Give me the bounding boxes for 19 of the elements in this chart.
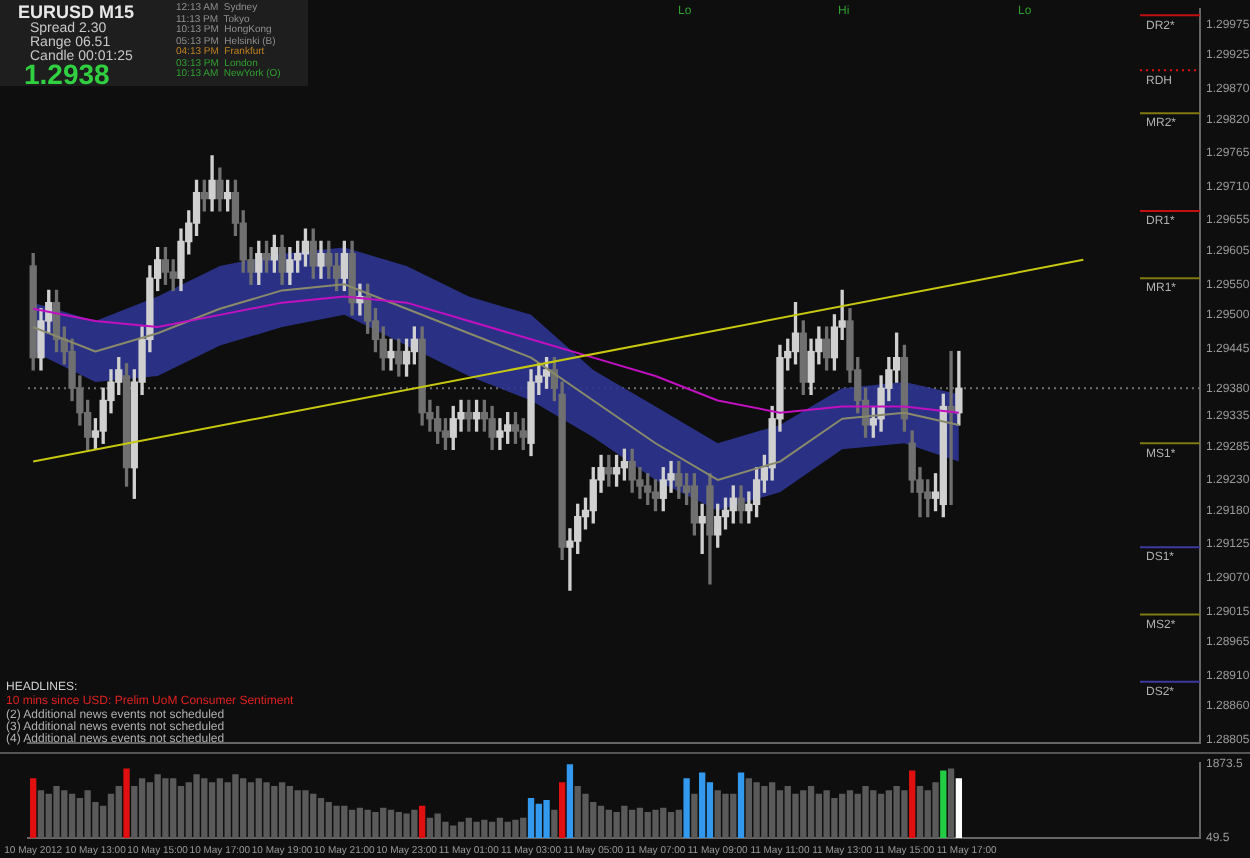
candlestick: [698, 503, 706, 554]
bar: [30, 778, 37, 838]
bar: [955, 778, 963, 838]
candlestick: [387, 338, 395, 371]
bar: [566, 764, 574, 838]
bar: [418, 805, 426, 838]
bar: [558, 782, 566, 838]
bar: [543, 800, 550, 838]
annotation: 1.2938: [24, 58, 110, 90]
bar: [123, 768, 130, 838]
bar: [683, 778, 690, 838]
bar: [527, 797, 535, 838]
bar: [909, 770, 916, 838]
bar: [940, 770, 947, 838]
bar: [535, 803, 542, 838]
bar: [699, 772, 706, 838]
bar: [737, 772, 745, 838]
candlestick: [496, 418, 504, 451]
chart-title: EURUSD M15: [18, 2, 135, 22]
